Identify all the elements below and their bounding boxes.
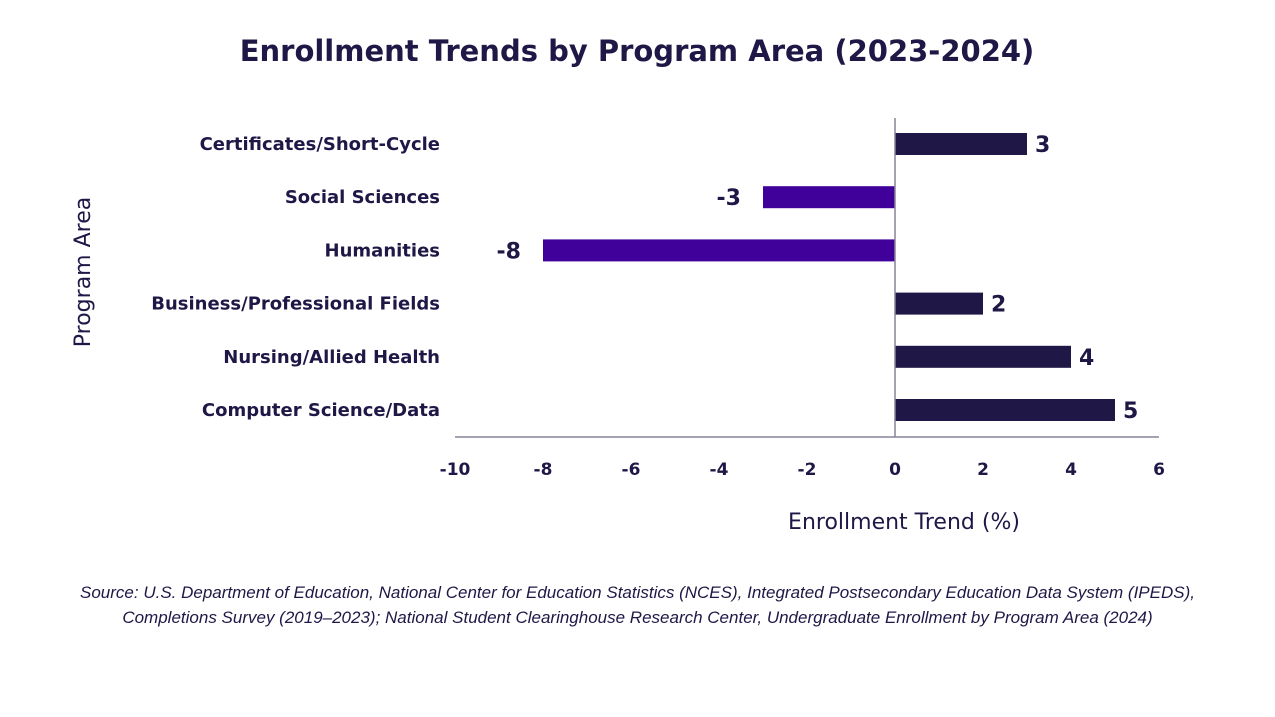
source-line: Source: U.S. Department of Education, Na…: [80, 583, 1195, 602]
x-tick-label: 6: [1153, 460, 1165, 480]
bar: [895, 399, 1115, 421]
chart-title: Enrollment Trends by Program Area (2023-…: [240, 34, 1035, 68]
data-label: 4: [1079, 346, 1094, 371]
category-label: Nursing/Allied Health: [223, 347, 440, 368]
category-label: Humanities: [325, 240, 440, 261]
bar: [895, 345, 1071, 368]
category-label: Computer Science/Data: [202, 400, 440, 421]
x-tick-label: -6: [622, 460, 641, 480]
x-axis-label: Enrollment Trend (%): [788, 510, 1020, 535]
source-line: Completions Survey (2019–2023); National…: [122, 608, 1153, 627]
x-tick-label: -4: [710, 460, 729, 480]
data-label: 3: [1035, 133, 1050, 158]
data-label: 2: [991, 293, 1006, 318]
x-tick-label: 2: [977, 460, 989, 480]
data-label: -8: [497, 239, 521, 264]
data-label: -3: [717, 186, 741, 211]
category-label: Business/Professional Fields: [151, 294, 440, 315]
x-tick-label: 4: [1065, 460, 1077, 480]
source-note: Source: U.S. Department of Education, Na…: [0, 580, 1275, 630]
x-tick-label: 0: [889, 460, 901, 480]
y-axis-label: Program Area: [71, 197, 96, 347]
x-tick-label: -2: [798, 460, 817, 480]
category-label: Social Sciences: [285, 187, 440, 208]
bar: [895, 292, 983, 315]
category-label: Certificates/Short-Cycle: [200, 134, 440, 155]
x-tick-label: -8: [534, 460, 553, 480]
bar: [895, 133, 1027, 155]
bar: [543, 239, 895, 262]
x-tick-label: -10: [440, 460, 471, 480]
data-label: 5: [1123, 399, 1138, 424]
bar: [763, 186, 895, 209]
